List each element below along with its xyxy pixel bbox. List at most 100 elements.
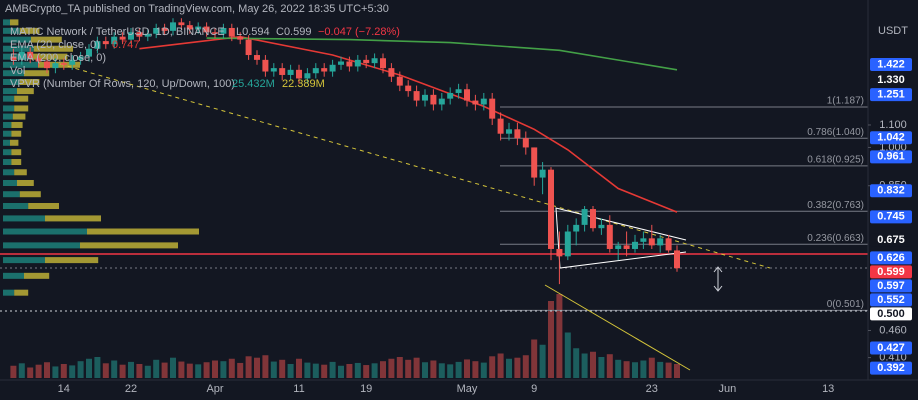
vpvr-up-bar bbox=[3, 215, 45, 222]
price-marker bbox=[870, 57, 912, 71]
price-marker-label: 0.745 bbox=[877, 211, 905, 223]
trend-line bbox=[59, 63, 771, 269]
price-marker-label: 0.500 bbox=[877, 308, 905, 320]
vpvr-down-bar bbox=[28, 203, 59, 210]
volume-bar bbox=[228, 358, 235, 378]
candle-body bbox=[648, 238, 655, 246]
fib-label: 0.236(0.663) bbox=[807, 233, 864, 244]
vpvr-down-bar bbox=[80, 242, 178, 249]
vpvr-down-bar bbox=[19, 79, 40, 86]
vpvr-up-bar bbox=[3, 257, 45, 264]
candle-body bbox=[346, 61, 353, 67]
volume-bar bbox=[10, 365, 17, 378]
volume-bar bbox=[128, 361, 134, 378]
volume-bar bbox=[489, 356, 496, 378]
volume-bar bbox=[506, 358, 512, 378]
candle-body bbox=[262, 59, 269, 72]
vpvr-down-bar bbox=[11, 149, 22, 156]
candle-body bbox=[44, 61, 50, 69]
volume-bar bbox=[153, 359, 160, 378]
price-marker bbox=[870, 361, 912, 375]
candle-body bbox=[237, 36, 244, 40]
candle-body bbox=[506, 129, 512, 134]
vpvr-down-bar bbox=[31, 36, 62, 43]
volume-bar bbox=[480, 362, 487, 378]
price-marker bbox=[870, 131, 912, 145]
volume-bar bbox=[262, 355, 269, 378]
fib-label: 1(1.187) bbox=[827, 96, 864, 107]
price-marker-label: 1.422 bbox=[877, 58, 905, 70]
candle-body bbox=[438, 98, 445, 105]
volume-bar bbox=[573, 348, 580, 378]
candle-body bbox=[153, 27, 160, 34]
ema-legend: EMA (20, close, 0) bbox=[10, 39, 100, 51]
volume-bar bbox=[455, 361, 462, 378]
volume-bar bbox=[86, 358, 92, 378]
vpvr-legend: VPVR (Number Of Rows, 120, Up/Down, 100) bbox=[10, 78, 235, 90]
volume-bar bbox=[161, 362, 168, 378]
volume-bar bbox=[396, 357, 403, 378]
candle-body bbox=[489, 98, 496, 119]
vpvr-up-bar bbox=[3, 79, 20, 86]
vpvr-down-bar bbox=[11, 121, 23, 128]
candle-body bbox=[94, 41, 101, 49]
candles bbox=[10, 18, 680, 285]
volume-bar bbox=[556, 294, 563, 378]
candle-body bbox=[632, 241, 638, 249]
volume-bar bbox=[27, 367, 34, 378]
vpvr-up-bar bbox=[3, 242, 80, 249]
ohlc-close: C0.599 bbox=[276, 26, 311, 38]
volume-legend: Vol bbox=[10, 65, 25, 77]
volume-bar bbox=[472, 361, 479, 378]
ema-value: 0.747 bbox=[112, 39, 140, 51]
volume-bar bbox=[296, 358, 302, 378]
vpvr-up-bar bbox=[3, 113, 13, 120]
volume-bar bbox=[69, 365, 76, 378]
price-marker bbox=[870, 233, 912, 247]
volume-bar bbox=[606, 354, 613, 378]
candle-body bbox=[564, 231, 571, 257]
candle-body bbox=[321, 68, 328, 72]
candle-body bbox=[203, 26, 210, 33]
vpvr-down-bar bbox=[17, 179, 34, 186]
candle-body bbox=[514, 129, 521, 139]
candle-body bbox=[556, 248, 563, 257]
vpvr-up-bar bbox=[3, 289, 15, 296]
candle-body bbox=[522, 138, 529, 148]
x-tick-label: 9 bbox=[531, 383, 537, 395]
volume-bar bbox=[581, 353, 588, 378]
price-marker bbox=[870, 73, 912, 87]
candle-body bbox=[447, 92, 454, 99]
candle-body bbox=[623, 245, 630, 249]
vpvr-up-bar bbox=[3, 228, 87, 235]
vpvr-down-bar bbox=[10, 139, 19, 146]
volume-bar bbox=[111, 360, 118, 378]
vpvr-down-bar bbox=[87, 228, 199, 235]
vpvr-down-bar bbox=[14, 169, 27, 176]
volume-bar bbox=[371, 363, 378, 378]
volume-bar bbox=[237, 362, 244, 378]
vpvr-up-bar bbox=[3, 191, 20, 198]
range-arrow bbox=[713, 266, 723, 292]
vpvr-down-bar bbox=[24, 70, 50, 77]
vpvr-down-bar bbox=[14, 105, 29, 112]
moving-average-line bbox=[206, 37, 678, 71]
vpvr-up-bar bbox=[3, 45, 34, 52]
vpvr-down-bar bbox=[45, 215, 101, 222]
candle-body bbox=[161, 27, 168, 31]
vpvr-down-bar bbox=[33, 45, 73, 52]
volume-bar bbox=[18, 363, 25, 378]
candle-body bbox=[18, 51, 25, 60]
volume-bar bbox=[464, 359, 470, 378]
fib-label: 0(0.501) bbox=[827, 299, 864, 310]
vpvr-up-bar bbox=[3, 61, 38, 68]
vpvr-down-bar bbox=[14, 289, 29, 296]
x-tick-label: 14 bbox=[58, 383, 70, 395]
price-marker bbox=[870, 307, 912, 321]
volume-bar bbox=[665, 362, 672, 378]
volume-bar bbox=[438, 363, 445, 378]
vpvr-down-bar bbox=[24, 272, 50, 279]
volume-bar bbox=[220, 361, 227, 378]
